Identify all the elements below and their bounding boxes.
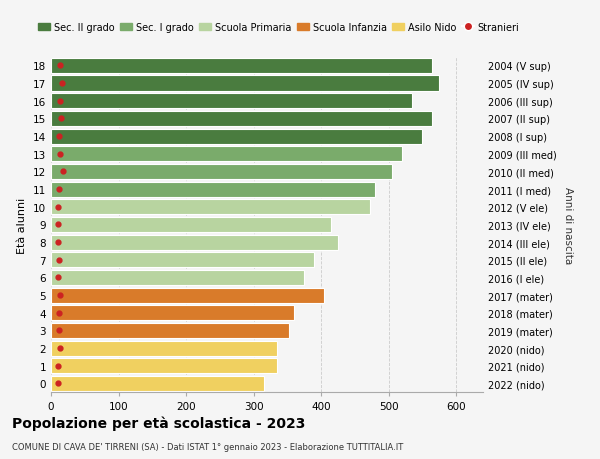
Text: Popolazione per età scolastica - 2023: Popolazione per età scolastica - 2023 [12, 415, 305, 430]
Bar [51, 182, 375, 197]
Bar [51, 164, 392, 179]
Bar [51, 323, 289, 338]
Bar [51, 94, 412, 109]
Bar [51, 306, 294, 320]
Bar [51, 59, 433, 74]
Bar [51, 129, 422, 144]
Y-axis label: Anni di nascita: Anni di nascita [563, 186, 573, 263]
Bar [51, 76, 439, 91]
Bar [51, 288, 325, 303]
Text: COMUNE DI CAVA DE' TIRRENI (SA) - Dati ISTAT 1° gennaio 2023 - Elaborazione TUTT: COMUNE DI CAVA DE' TIRRENI (SA) - Dati I… [12, 442, 403, 451]
Bar [51, 235, 338, 250]
Bar [51, 270, 304, 285]
Bar [51, 200, 370, 215]
Bar [51, 341, 277, 356]
Bar [51, 253, 314, 268]
Bar [51, 147, 402, 162]
Legend: Sec. II grado, Sec. I grado, Scuola Primaria, Scuola Infanzia, Asilo Nido, Stran: Sec. II grado, Sec. I grado, Scuola Prim… [34, 19, 523, 36]
Bar [51, 112, 433, 127]
Bar [51, 358, 277, 374]
Bar [51, 376, 263, 391]
Y-axis label: Età alunni: Età alunni [17, 197, 28, 253]
Bar [51, 218, 331, 232]
